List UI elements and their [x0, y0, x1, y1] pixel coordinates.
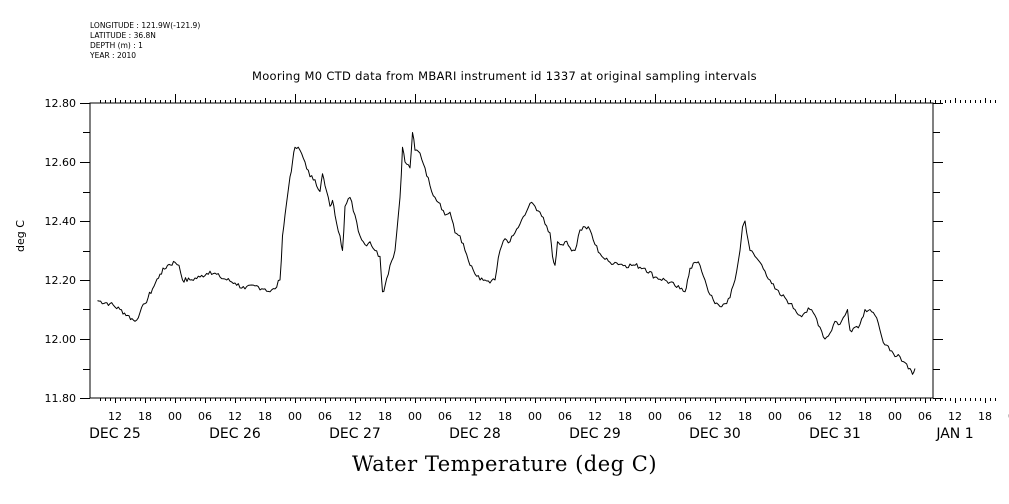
- x-day-label: DEC 26: [209, 426, 261, 442]
- y-axis: 11.80 12.00 12.20 12.40 12.60 12.80: [45, 97, 943, 405]
- plot-border: [89, 102, 934, 399]
- y-tick-label: 12.20: [45, 274, 77, 287]
- x-day-label: DEC 28: [449, 426, 501, 442]
- x-hour-label: 18: [138, 410, 152, 423]
- meta-longitude: LONGITUDE : 121.9W(-121.9): [90, 21, 201, 30]
- x-day-label: DEC 25: [89, 426, 141, 442]
- meta-depth: DEPTH (m) : 1: [90, 41, 143, 50]
- x-hour-label: 18: [738, 410, 752, 423]
- x-hour-label: 06: [918, 410, 932, 423]
- x-hour-label: 06: [438, 410, 452, 423]
- x-axis: 12 18 00 06 12 18 00 06 12 18 00 06 12 18 00 06 12 18 00 06…: [89, 94, 1009, 442]
- x-day-label: DEC 31: [809, 426, 861, 442]
- y-tick-label: 12.00: [45, 333, 77, 346]
- y-tick-label: 11.80: [45, 392, 77, 405]
- chart-title: Mooring M0 CTD data from MBARI instrumen…: [252, 69, 757, 83]
- x-hour-label: 00: [288, 410, 302, 423]
- x-hour-label: 12: [948, 410, 962, 423]
- x-hour-label: 12: [468, 410, 482, 423]
- y-tick-label: 12.40: [45, 215, 77, 228]
- y-tick-label: 12.60: [45, 156, 77, 169]
- x-day-label: JAN 1: [935, 426, 973, 442]
- x-hour-label: 12: [228, 410, 242, 423]
- x-hour-label: 18: [258, 410, 272, 423]
- meta-year: YEAR : 2010: [90, 51, 137, 60]
- meta-latitude: LATITUDE : 36.8N: [90, 31, 156, 40]
- x-hour-label: 12: [588, 410, 602, 423]
- x-hour-label: 12: [108, 410, 122, 423]
- x-axis-title: Water Temperature (deg C): [351, 452, 658, 476]
- x-hour-label: 00: [888, 410, 902, 423]
- metadata-block: LONGITUDE : 121.9W(-121.9) LATITUDE : 36…: [90, 21, 200, 61]
- y-tick-label: 12.80: [45, 97, 77, 110]
- x-hour-label: 18: [858, 410, 872, 423]
- series-line-0: [97, 132, 916, 375]
- x-hour-label: 00: [648, 410, 662, 423]
- x-hour-label: 00: [168, 410, 182, 423]
- x-hour-label: 00: [408, 410, 422, 423]
- x-hour-label: 18: [378, 410, 392, 423]
- x-hour-label: 12: [708, 410, 722, 423]
- x-hour-label: 18: [498, 410, 512, 423]
- x-hour-label: 06: [798, 410, 812, 423]
- x-hour-label: 12: [348, 410, 362, 423]
- x-hour-label: 00: [768, 410, 782, 423]
- x-day-label: DEC 27: [329, 426, 381, 442]
- x-hour-label: 00: [528, 410, 542, 423]
- x-day-label: DEC 30: [689, 426, 741, 442]
- x-hour-label: 06: [558, 410, 572, 423]
- x-hour-label: 12: [828, 410, 842, 423]
- x-hour-label: 18: [978, 410, 992, 423]
- x-hour-label: 06: [318, 410, 332, 423]
- series-layer: [97, 132, 916, 375]
- x-hour-label: 06: [678, 410, 692, 423]
- plot-frame: [89, 102, 934, 399]
- x-day-label: DEC 29: [569, 426, 621, 442]
- x-hour-label: 06: [198, 410, 212, 423]
- x-hour-label: 18: [618, 410, 632, 423]
